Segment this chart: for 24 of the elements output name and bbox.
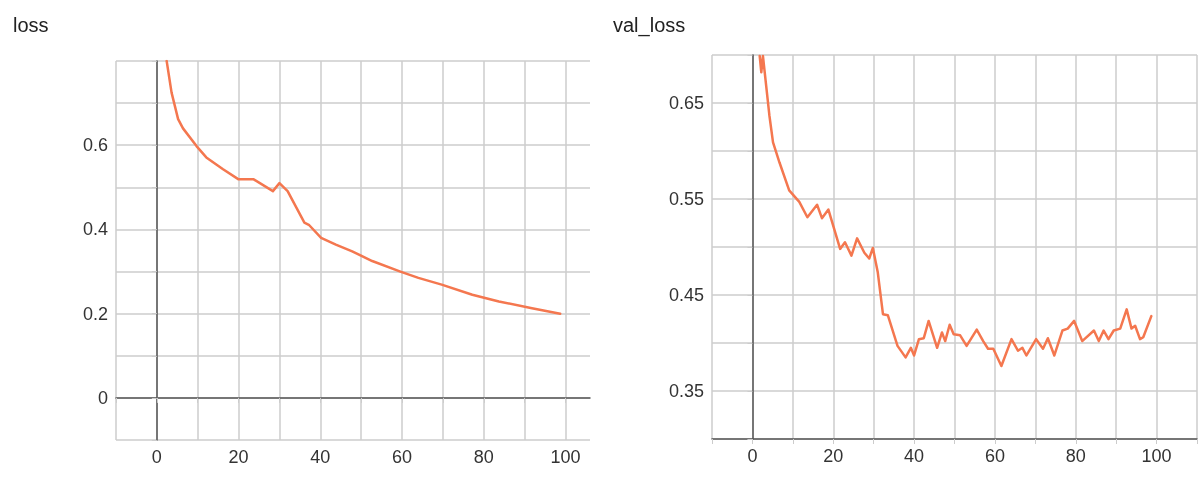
y-tick-label: 0 bbox=[97, 387, 108, 408]
x-tick-label: 40 bbox=[904, 446, 925, 466]
line-series bbox=[165, 59, 562, 315]
x-tick-label: 20 bbox=[228, 447, 249, 467]
y-tick-label: 0.65 bbox=[668, 93, 704, 113]
x-tick-label: 40 bbox=[310, 447, 331, 467]
x-tick-label: 0 bbox=[151, 447, 162, 467]
y-tick-label: 0.45 bbox=[668, 285, 704, 305]
chart-title: val_loss bbox=[613, 14, 686, 37]
x-tick-label: 80 bbox=[1065, 446, 1086, 466]
x-tick-label: 0 bbox=[747, 446, 758, 466]
y-tick-label: 0.4 bbox=[82, 219, 108, 240]
y-tick-label: 0.35 bbox=[668, 381, 704, 401]
x-tick-label: 100 bbox=[550, 447, 581, 467]
line-series bbox=[758, 54, 1153, 368]
y-tick-label: 0.2 bbox=[82, 303, 108, 324]
x-tick-label: 60 bbox=[392, 447, 413, 467]
x-tick-label: 60 bbox=[984, 446, 1005, 466]
y-tick-label: 0.6 bbox=[82, 135, 108, 156]
x-tick-label: 100 bbox=[1141, 446, 1172, 466]
chart-title: loss bbox=[13, 14, 49, 36]
x-tick-label: 20 bbox=[823, 446, 844, 466]
x-tick-label: 80 bbox=[473, 447, 494, 467]
y-tick-label: 0.55 bbox=[668, 189, 704, 209]
